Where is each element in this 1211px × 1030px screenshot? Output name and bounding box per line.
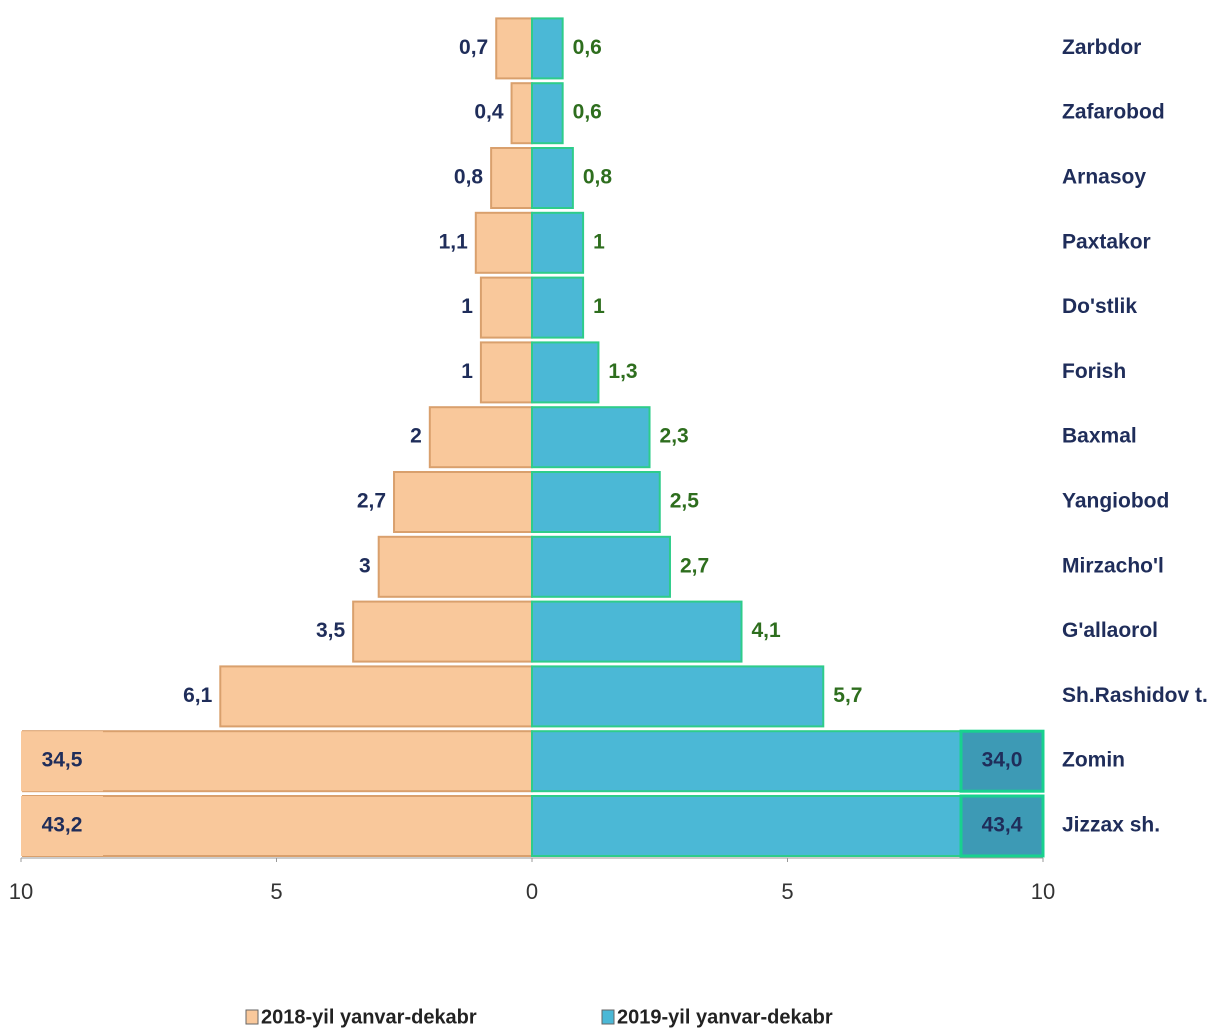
value-label: 0,8 [583, 166, 613, 189]
category-label: Forish [1062, 360, 1126, 383]
value-label: 1 [593, 295, 605, 318]
value-label: 4,1 [752, 619, 782, 642]
bar [531, 82, 564, 145]
value-label: 1,1 [439, 230, 469, 253]
category-label: Mirzacho'l [1062, 554, 1164, 577]
value-label: 1 [461, 360, 473, 383]
bar [531, 211, 585, 274]
value-label: 5,7 [833, 684, 862, 707]
value-label: 3,5 [316, 619, 346, 642]
value-label: 0,4 [474, 101, 504, 124]
value-label-box [21, 731, 103, 792]
value-label: 3 [359, 554, 371, 577]
bar [377, 535, 534, 598]
bar [531, 471, 661, 533]
legend-marker [601, 1009, 615, 1025]
bar [219, 665, 533, 728]
bar [474, 211, 534, 274]
bar [479, 276, 533, 339]
value-label: 34,5 [42, 749, 83, 772]
value-label: 0,6 [573, 101, 602, 124]
bar [428, 406, 533, 469]
category-label: Arnasoy [1062, 166, 1146, 189]
bar [531, 17, 564, 80]
value-label: 43,2 [42, 814, 83, 837]
bar [22, 730, 533, 793]
value-label: 43,4 [982, 814, 1023, 837]
category-label: Zarbdor [1062, 36, 1141, 59]
x-tick-label: 5 [270, 879, 282, 904]
category-label: Baxmal [1062, 425, 1137, 448]
value-label-box [959, 729, 1045, 793]
x-tick-label: 0 [526, 879, 538, 904]
value-label: 2,3 [660, 425, 689, 448]
category-label: Jizzax sh. [1062, 814, 1160, 837]
bar [22, 795, 533, 857]
bar [531, 406, 651, 469]
category-label: Zafarobod [1062, 101, 1165, 124]
value-label: 2,5 [670, 490, 700, 513]
value-label: 2,7 [357, 490, 386, 513]
value-label: 1 [461, 295, 473, 318]
bar [531, 795, 1044, 857]
category-label: Do'stlik [1062, 295, 1137, 318]
value-label: 0,7 [459, 36, 488, 59]
x-tick-label: 10 [9, 879, 33, 904]
legend-label: 2019-yil yanvar-dekabr [617, 1006, 833, 1028]
category-label: Yangiobod [1062, 490, 1169, 513]
value-label: 2,7 [680, 554, 709, 577]
bar [531, 276, 585, 339]
category-label: G'allaorol [1062, 619, 1158, 642]
x-tick-label: 10 [1031, 879, 1055, 904]
bar [531, 535, 671, 598]
x-tick-label: 5 [781, 879, 793, 904]
bar [531, 341, 600, 404]
plot-area [22, 17, 1044, 857]
bar [531, 147, 574, 209]
bar [510, 82, 533, 145]
value-label: 0,6 [573, 36, 602, 59]
value-label: 6,1 [183, 684, 213, 707]
legend-marker [245, 1009, 259, 1025]
value-label-box [21, 796, 103, 856]
category-label: Paxtakor [1062, 230, 1151, 253]
bar [531, 730, 1044, 793]
bar [479, 341, 533, 404]
bar [393, 471, 533, 533]
value-label: 1 [593, 230, 605, 253]
value-label-box [959, 794, 1045, 858]
value-label: 0,8 [454, 166, 484, 189]
bar [352, 600, 533, 663]
bar [495, 17, 534, 80]
category-label: Zomin [1062, 749, 1125, 772]
value-label: 34,0 [982, 749, 1023, 772]
value-label: 1,3 [608, 360, 637, 383]
value-label: 2 [410, 425, 422, 448]
bar [490, 147, 533, 209]
bar [531, 665, 825, 728]
bar [531, 600, 743, 663]
category-label: Sh.Rashidov t. [1062, 684, 1208, 707]
legend-label: 2018-yil yanvar-dekabr [261, 1006, 477, 1028]
